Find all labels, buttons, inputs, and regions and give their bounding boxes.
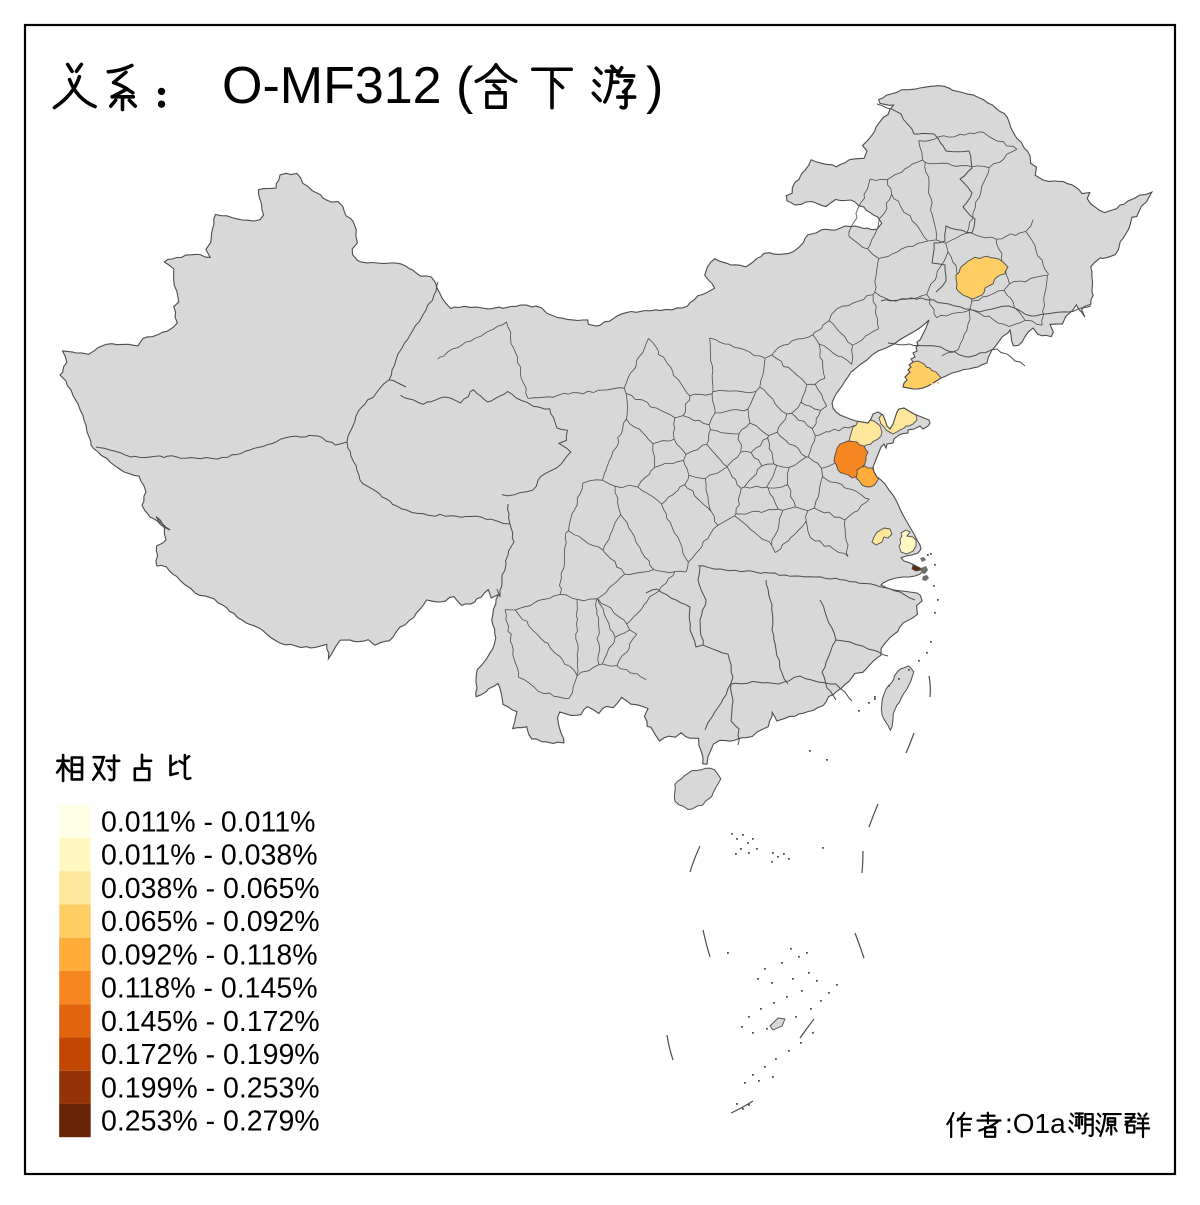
svg-text:0.172% - 0.199%: 0.172% - 0.199% — [101, 1039, 320, 1071]
svg-text:0.038% - 0.065%: 0.038% - 0.065% — [101, 873, 320, 905]
svg-text:0.092% - 0.118%: 0.092% - 0.118% — [101, 939, 318, 971]
svg-text:0.145% - 0.172%: 0.145% - 0.172% — [101, 1006, 320, 1038]
svg-text:O-MF312 (: O-MF312 ( — [222, 57, 474, 115]
svg-text::O1a: :O1a — [1005, 1108, 1066, 1139]
svg-text:0.011% - 0.011%: 0.011% - 0.011% — [101, 806, 315, 838]
svg-text:0.253% - 0.279%: 0.253% - 0.279% — [101, 1106, 320, 1138]
svg-text:0.065% - 0.092%: 0.065% - 0.092% — [101, 906, 320, 938]
svg-text:): ) — [646, 57, 663, 115]
svg-text:0.118% - 0.145%: 0.118% - 0.145% — [101, 973, 318, 1005]
svg-text:0.199% - 0.253%: 0.199% - 0.253% — [101, 1072, 320, 1104]
svg-text:0.011% - 0.038%: 0.011% - 0.038% — [101, 840, 318, 872]
